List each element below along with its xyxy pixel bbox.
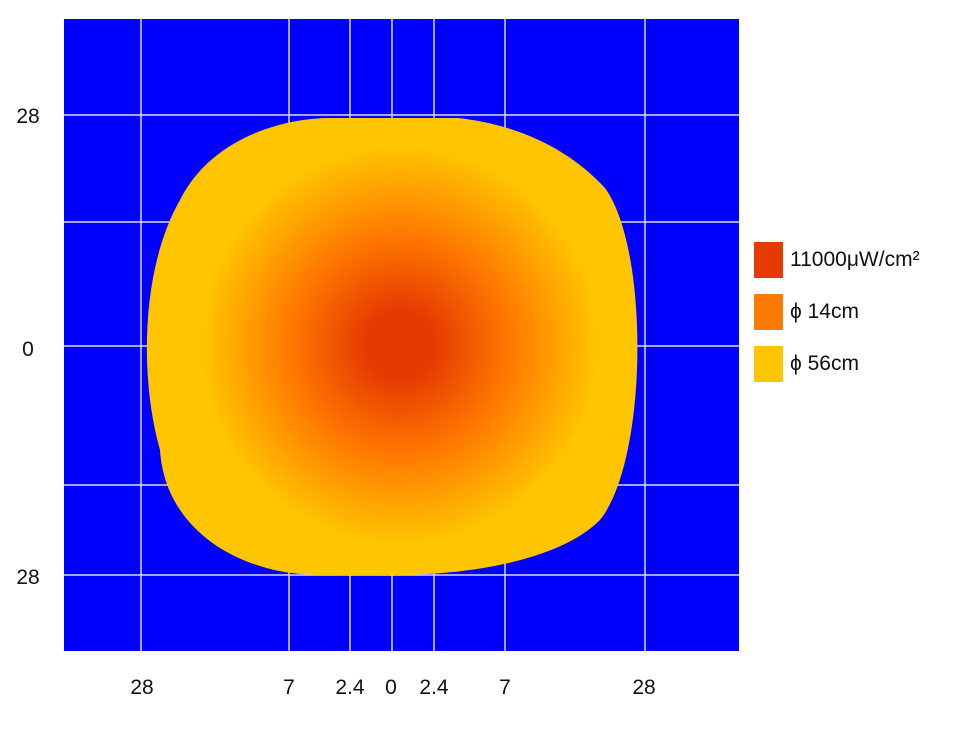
- irradiance-area: [146, 118, 638, 575]
- y-tick-label: 28: [16, 105, 39, 128]
- legend-swatch: [754, 346, 783, 382]
- x-tick-label: 28: [632, 676, 655, 699]
- legend-item: 11000μW/cm²: [754, 242, 920, 278]
- x-axis-tick-labels: 28 7 2.4 0 2.4 7 28: [130, 676, 655, 699]
- y-axis-tick-labels: 28 0 28: [16, 105, 39, 589]
- x-tick-label: 0: [385, 676, 397, 699]
- x-tick-label: 2.4: [419, 676, 449, 699]
- legend-item: ϕ 56cm: [754, 346, 920, 382]
- x-tick-label: 7: [499, 676, 511, 699]
- x-tick-label: 7: [283, 676, 295, 699]
- x-tick-label: 2.4: [335, 676, 365, 699]
- y-tick-label: 0: [22, 338, 34, 361]
- y-tick-label: 28: [16, 566, 39, 589]
- x-tick-label: 28: [130, 676, 153, 699]
- legend-item: ϕ 14cm: [754, 294, 920, 330]
- legend: 11000μW/cm² ϕ 14cm ϕ 56cm: [754, 242, 920, 398]
- legend-label: ϕ 14cm: [790, 300, 859, 323]
- legend-label: 11000μW/cm²: [790, 248, 920, 271]
- legend-swatch: [754, 242, 783, 278]
- legend-swatch: [754, 294, 783, 330]
- legend-label: ϕ 56cm: [790, 352, 859, 375]
